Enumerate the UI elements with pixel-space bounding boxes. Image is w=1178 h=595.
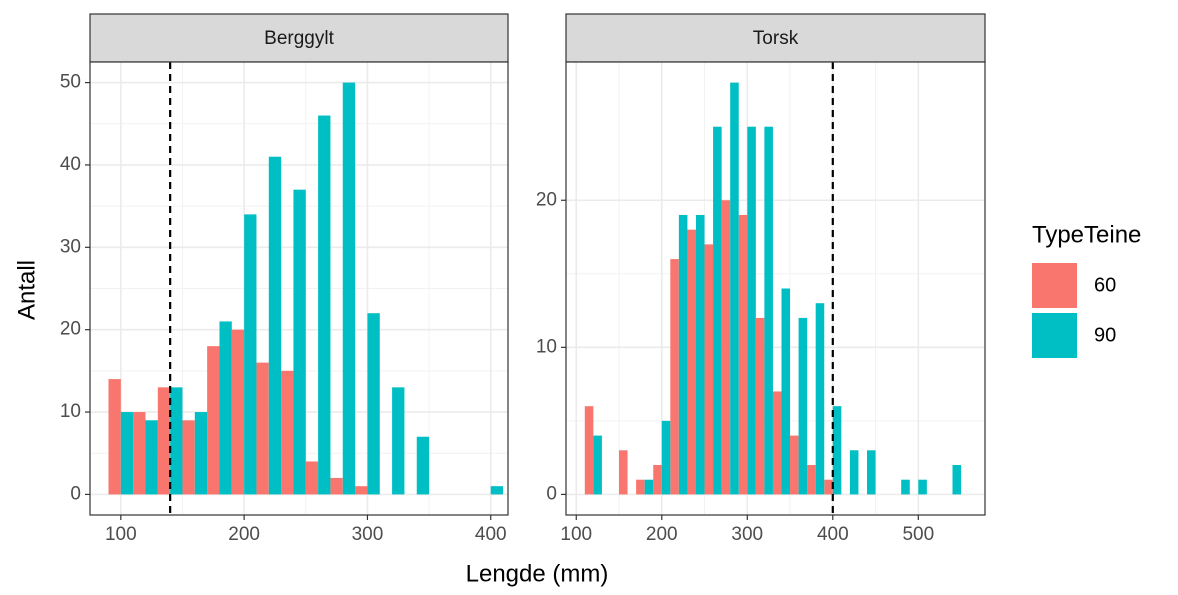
bar <box>305 461 319 495</box>
strip <box>565 13 986 63</box>
bar <box>244 214 257 495</box>
bar <box>687 229 696 495</box>
bar <box>194 412 208 495</box>
y-tick-label: 10 <box>60 401 81 422</box>
y-tick-label: 0 <box>70 483 81 504</box>
bar <box>815 303 825 495</box>
bar <box>747 126 756 495</box>
x-tick-label: 100 <box>105 524 137 545</box>
bar <box>772 391 782 495</box>
bar <box>584 406 594 495</box>
bar <box>619 450 628 495</box>
bar <box>120 412 134 495</box>
bar <box>281 370 294 495</box>
bar <box>798 317 808 495</box>
y-tick-label: 50 <box>60 72 81 93</box>
bar <box>661 420 671 495</box>
bar <box>145 420 158 495</box>
bar <box>713 126 722 495</box>
strip-title: Torsk <box>753 28 799 49</box>
y-axis-title: Antall <box>13 260 40 320</box>
x-tick-label: 100 <box>560 524 592 545</box>
bar <box>832 406 842 495</box>
legend-label: 90 <box>1094 324 1116 346</box>
x-tick-label: 400 <box>475 524 507 545</box>
bar <box>108 379 121 495</box>
bar <box>790 435 799 495</box>
bar <box>367 313 380 495</box>
bar <box>318 115 331 495</box>
y-tick-label: 0 <box>546 483 557 504</box>
strip-title: Berggylt <box>264 28 334 49</box>
bar <box>918 479 927 495</box>
panel-border <box>89 61 509 516</box>
legend-label: 60 <box>1094 274 1116 296</box>
bar <box>593 435 602 495</box>
bar <box>653 464 662 495</box>
bar <box>781 288 791 495</box>
bar <box>330 477 343 495</box>
bar <box>636 479 645 495</box>
bar <box>866 450 876 495</box>
bar <box>355 486 368 495</box>
x-tick-label: 200 <box>228 524 260 545</box>
bar <box>807 464 816 495</box>
bar <box>170 387 183 495</box>
y-tick-label: 40 <box>60 154 81 175</box>
bar <box>219 321 232 495</box>
bar <box>256 362 269 495</box>
bar <box>157 387 171 495</box>
y-tick-label: 10 <box>536 336 557 357</box>
x-tick-label: 400 <box>817 524 849 545</box>
bar <box>182 420 195 495</box>
bar <box>849 450 859 495</box>
strip <box>89 13 509 63</box>
x-tick-label: 500 <box>902 524 934 545</box>
legend-key <box>1032 263 1077 308</box>
bar <box>678 214 688 495</box>
bar <box>670 259 679 495</box>
x-tick-label: 300 <box>352 524 384 545</box>
legend-title: TypeTeine <box>1032 221 1141 248</box>
x-tick-label: 300 <box>731 524 763 545</box>
bar <box>738 214 748 495</box>
bar <box>755 317 765 495</box>
bar <box>764 126 773 495</box>
bar <box>490 486 504 495</box>
bar <box>207 346 220 495</box>
y-tick-label: 20 <box>536 189 557 210</box>
bar <box>416 436 430 495</box>
x-axis-title: Lengde (mm) <box>466 560 609 587</box>
legend-key <box>1032 313 1077 358</box>
bar <box>644 479 654 495</box>
bar <box>901 479 910 495</box>
bar <box>704 244 714 495</box>
bar <box>231 329 245 495</box>
bar <box>293 189 306 495</box>
bar <box>392 387 405 495</box>
bar <box>952 464 962 495</box>
panel-border <box>565 61 986 516</box>
bar <box>133 412 146 495</box>
x-tick-label: 200 <box>646 524 678 545</box>
bar <box>721 200 731 495</box>
bar <box>268 156 282 495</box>
bar <box>824 479 833 495</box>
y-tick-label: 30 <box>60 236 81 257</box>
y-tick-label: 20 <box>60 319 81 340</box>
bar <box>695 214 705 495</box>
bar <box>730 82 739 495</box>
bar <box>342 82 356 495</box>
